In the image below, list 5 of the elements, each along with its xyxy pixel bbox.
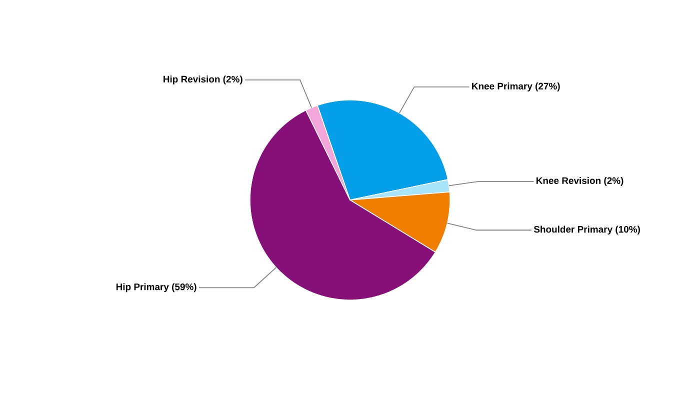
slice-label: Shoulder Primary (10%) bbox=[534, 226, 640, 235]
slice-label: Hip Revision (2%) bbox=[164, 76, 242, 84]
slice-label: Knee Primary (27%) bbox=[472, 82, 560, 92]
slice-label: Knee Revision (2%) bbox=[536, 177, 624, 186]
slice-label: Hip Primary (59%) bbox=[116, 283, 196, 292]
